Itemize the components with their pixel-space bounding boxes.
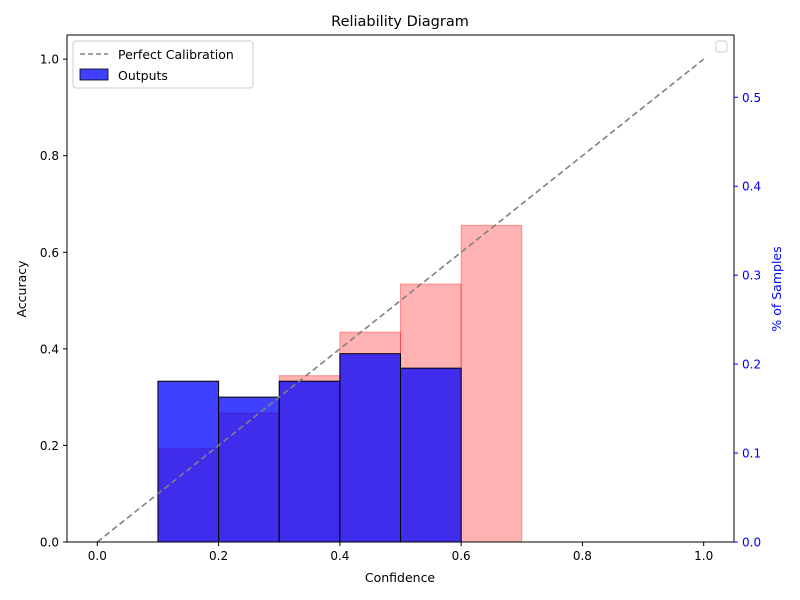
x-tick-label: 0.6 xyxy=(452,549,471,563)
legend-swatch-outputs xyxy=(79,68,109,81)
y-tick-label: 0.6 xyxy=(40,246,59,260)
x-tick-label: 0.8 xyxy=(573,549,592,563)
x-axis-ticks: 0.0 0.2 0.4 0.6 0.8 1.0 xyxy=(88,542,713,563)
legend-label-perfect-calibration: Perfect Calibration xyxy=(118,47,234,62)
accuracy-bar xyxy=(157,380,220,543)
y2-tick-label: 0.1 xyxy=(742,447,761,461)
x-axis-label: Confidence xyxy=(365,570,436,585)
chart-title: Reliability Diagram xyxy=(331,14,469,30)
y2-tick-label: 0.3 xyxy=(742,269,761,283)
y2-tick-label: 0.5 xyxy=(742,91,761,105)
accuracy-bar xyxy=(339,353,402,543)
accuracy-bars xyxy=(157,353,462,543)
perfect-calibration-line-group xyxy=(96,58,705,543)
accuracy-bar xyxy=(218,396,280,543)
y-tick-label: 0.0 xyxy=(40,536,59,550)
x-tick-label: 0.0 xyxy=(88,549,107,563)
y-tick-label: 0.4 xyxy=(40,342,59,356)
x-tick-label: 0.2 xyxy=(209,549,228,563)
legend-box xyxy=(72,40,254,89)
legend-label-outputs: Outputs xyxy=(118,68,168,83)
y2-axis-label: % of Samples xyxy=(769,246,784,331)
y-tick-label: 0.8 xyxy=(40,149,59,163)
y-axis-label: Accuracy xyxy=(14,260,29,318)
y-axis-ticks: 0.0 0.2 0.4 0.6 0.8 1.0 xyxy=(40,53,67,550)
y2-tick-label: 0.2 xyxy=(742,358,761,372)
sample-fraction-bar xyxy=(460,224,523,543)
x-tick-label: 1.0 xyxy=(694,549,713,563)
y-tick-label: 0.2 xyxy=(40,439,59,453)
y-tick-label: 1.0 xyxy=(40,53,59,67)
plot-frame xyxy=(66,34,735,543)
perfect-calibration-line xyxy=(96,58,705,543)
y2-tick-label: 0.0 xyxy=(742,536,761,550)
y2-axis-ticks: 0.0 0.1 0.2 0.3 0.4 0.5 xyxy=(734,91,761,550)
y2-tick-label: 0.4 xyxy=(742,180,761,194)
accuracy-bar xyxy=(278,380,341,543)
secondary-legend-box xyxy=(715,40,728,53)
accuracy-bar xyxy=(400,367,462,543)
legend: Perfect Calibration Outputs xyxy=(72,40,254,89)
x-tick-label: 0.4 xyxy=(330,549,349,563)
